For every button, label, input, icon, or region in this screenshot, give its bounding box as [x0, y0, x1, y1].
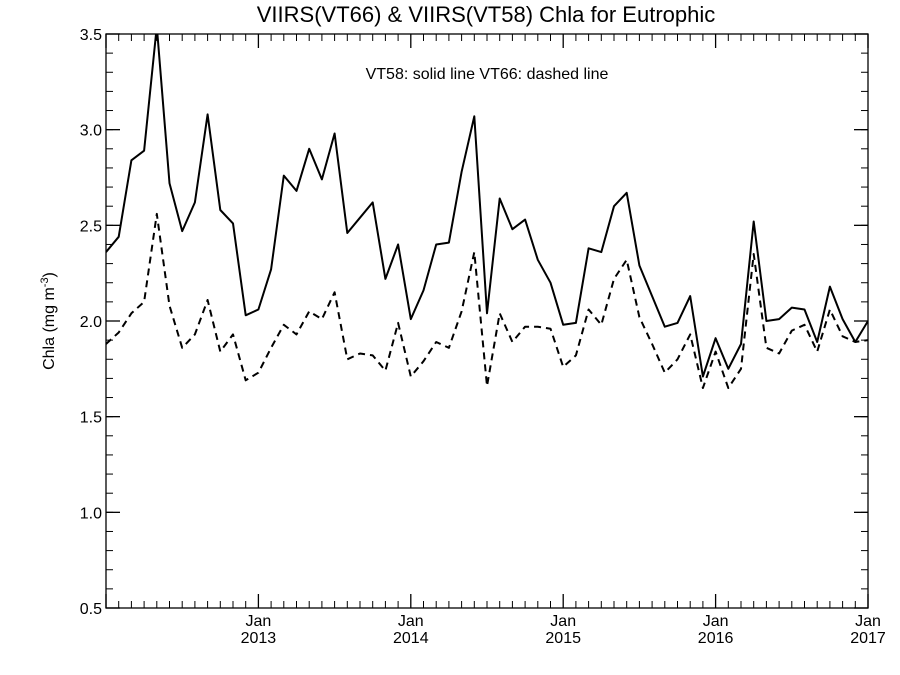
x-tick-year-label: 2017	[850, 630, 886, 647]
x-tick-month-label: Jan	[246, 613, 272, 630]
chart-title: VIIRS(VT66) & VIIRS(VT58) Chla for Eutro…	[257, 2, 716, 27]
y-tick-label: 0.5	[80, 601, 102, 618]
y-axis-label-exponent: -3	[39, 277, 51, 287]
y-axis-label: Chla (mg m-3)	[39, 272, 58, 370]
x-tick-year-label: 2016	[698, 630, 734, 647]
y-tick-label: 2.0	[80, 314, 102, 331]
x-tick-month-label: Jan	[550, 613, 576, 630]
x-tick-year-label: 2014	[393, 630, 429, 647]
plot-frame	[105, 33, 869, 609]
y-axis-ticks: 0.5 1.0 1.5 2.0 2.5 3.0 3.5	[80, 27, 868, 618]
y-tick-label: 1.5	[80, 410, 102, 427]
vt66-dashed-line	[106, 212, 868, 389]
y-tick-label: 1.0	[80, 505, 102, 522]
line-style-legend: VT58: solid line VT66: dashed line	[366, 66, 609, 83]
y-axis-label-close: )	[41, 272, 58, 277]
x-tick-month-label: Jan	[703, 613, 729, 630]
y-tick-label: 2.5	[80, 218, 102, 235]
y-tick-label: 3.5	[80, 27, 102, 44]
x-tick-year-label: 2015	[545, 630, 581, 647]
x-tick-month-label: Jan	[398, 613, 424, 630]
x-tick-month-label: Jan	[855, 613, 881, 630]
y-tick-label: 3.0	[80, 123, 102, 140]
vt58-solid-line	[106, 34, 868, 378]
x-tick-year-label: 2013	[241, 630, 277, 647]
data-lines	[106, 34, 868, 389]
y-axis-label-text: Chla (mg m	[41, 287, 58, 370]
